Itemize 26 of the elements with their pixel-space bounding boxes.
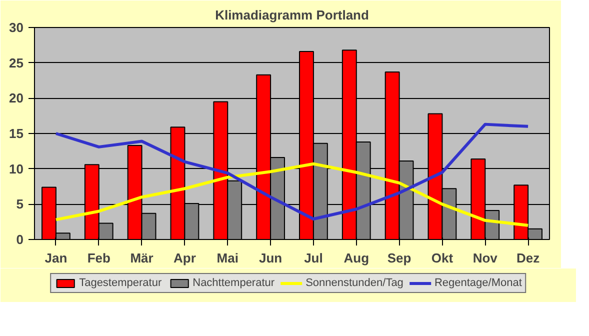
x-tick-label: Jun <box>258 250 282 266</box>
y-tick-label: 5 <box>16 196 24 212</box>
line-series <box>54 162 530 227</box>
x-tick-label: Sep <box>387 250 412 266</box>
x-tick-label: Okt <box>431 250 454 266</box>
y-tick-label: 10 <box>9 161 24 176</box>
x-tick-label: Nov <box>472 250 498 266</box>
y-tick-label: 0 <box>16 232 24 247</box>
y-tick-label: 25 <box>9 55 24 70</box>
x-tick-label: Mär <box>130 250 154 266</box>
legend-label: Sonnenstunden/Tag <box>306 277 404 289</box>
legend-label: Nachttemperatur <box>192 277 275 289</box>
y-tick-label: 30 <box>9 20 24 35</box>
x-tick-label: Feb <box>87 250 110 266</box>
y-tick-label: 15 <box>9 126 24 141</box>
x-tick-label: Aug <box>344 250 370 266</box>
chart-title: Klimadiagramm Portland <box>215 8 369 22</box>
x-tick-label: Jan <box>44 250 68 266</box>
x-tick-label: Apr <box>174 250 196 266</box>
x-tick-label: Mai <box>216 250 238 266</box>
x-tick-label: Dez <box>516 250 540 266</box>
x-tick-label: Jul <box>304 250 323 266</box>
legend-label: Regentage/Monat <box>434 277 522 289</box>
y-tick-label: 20 <box>9 90 24 106</box>
legend-label: Tagestemperatur <box>79 277 162 289</box>
line-series <box>54 122 530 221</box>
